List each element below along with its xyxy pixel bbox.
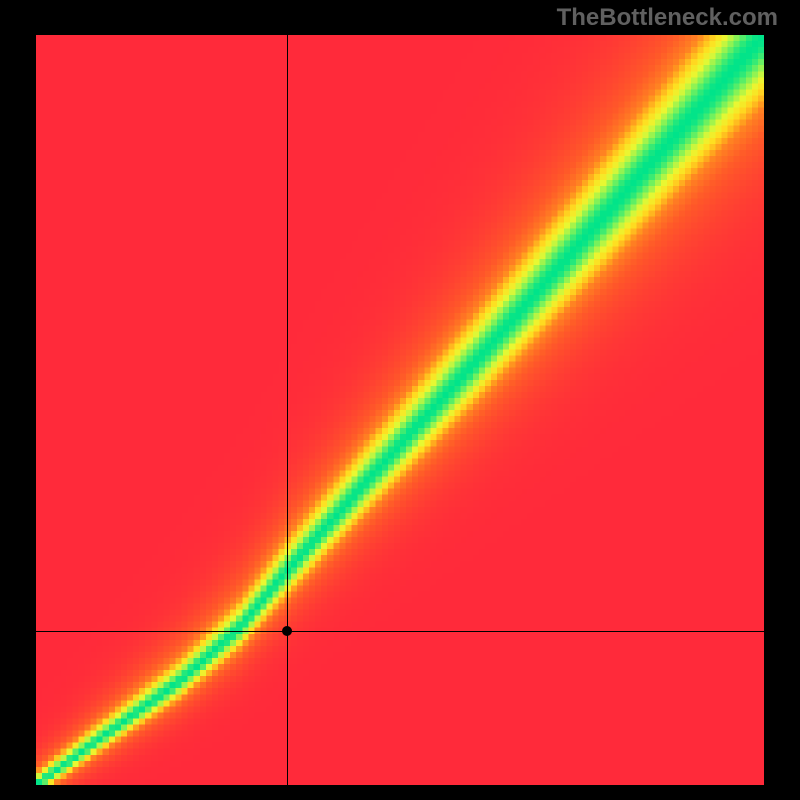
bottleneck-heatmap	[36, 35, 764, 785]
crosshair-vertical	[287, 35, 288, 785]
chart-container: TheBottleneck.com	[0, 0, 800, 800]
watermark-text: TheBottleneck.com	[557, 4, 778, 32]
crosshair-horizontal	[36, 631, 764, 632]
